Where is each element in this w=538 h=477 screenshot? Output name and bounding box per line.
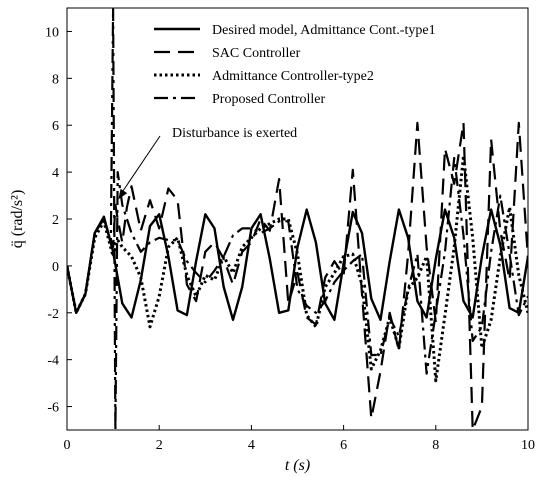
series-line-4: [67, 8, 528, 430]
x-tick-label: 4: [248, 438, 255, 453]
y-tick-label: 2: [52, 213, 59, 228]
y-axis-label: q̈ (rad/s²): [9, 190, 26, 249]
x-tick-label: 0: [64, 438, 71, 453]
y-tick-label: -4: [47, 354, 59, 369]
series-layer: [67, 8, 528, 430]
y-tick-label: 0: [52, 260, 59, 275]
legend-label: Admittance Controller-type2: [212, 69, 374, 84]
y-tick-label: -2: [47, 307, 59, 322]
legend-label: Proposed Controller: [212, 92, 325, 107]
legend: Desired model, Admittance Cont.-type1 SAC…: [154, 23, 436, 107]
x-axis-label: t (s): [285, 457, 310, 474]
y-tick-label: -6: [47, 401, 59, 416]
legend-label: SAC Controller: [212, 46, 301, 61]
annotation-arrow-head: [118, 188, 128, 200]
series-line-3: [67, 154, 528, 383]
x-tick-label: 2: [156, 438, 163, 453]
x-tick-label: 8: [432, 438, 439, 453]
x-tick-label: 10: [521, 438, 535, 453]
annotation: Disturbance is exerted: [118, 126, 297, 200]
annotation-arrow: [120, 135, 161, 194]
series-line-2: [67, 121, 528, 430]
y-tick-label: 8: [52, 72, 59, 87]
y-tick-label: 4: [52, 166, 59, 181]
annotation-text: Disturbance is exerted: [172, 126, 297, 141]
x-tick-label: 6: [340, 438, 347, 453]
legend-label: Desired model, Admittance Cont.-type1: [212, 23, 436, 38]
y-tick-label: 10: [45, 25, 59, 40]
series-line-1: [67, 208, 528, 321]
y-tick-label: 6: [52, 119, 59, 134]
ticks: 0 2 4 6 8 10 -6 -4 -2 0 2 4 6 8 10: [45, 25, 535, 453]
